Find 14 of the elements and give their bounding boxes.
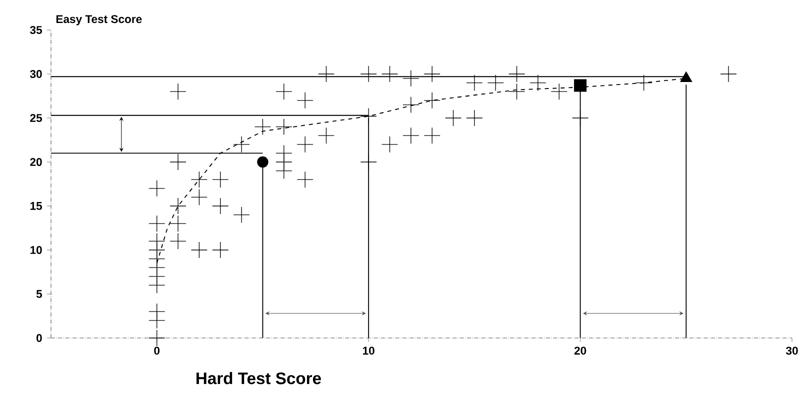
x-tick-label: 0 [154,346,160,355]
y-tick-label: 25 [30,114,42,122]
y-tick-label: 0 [36,334,42,342]
y-tick-label: 15 [30,202,42,210]
x-tick-label: 20 [574,346,586,355]
x-tick-label: 10 [363,346,374,355]
y-tick-label: 20 [30,158,42,166]
y-axis-title: Easy Test Score [56,15,142,26]
x-axis-title: Hard Test Score [196,372,321,384]
y-tick-label: 10 [30,246,42,254]
y-tick-label: 5 [36,290,42,298]
y-tick-label: 35 [30,26,42,34]
x-tick-label: 30 [786,346,798,355]
y-tick-label: 30 [30,70,42,78]
